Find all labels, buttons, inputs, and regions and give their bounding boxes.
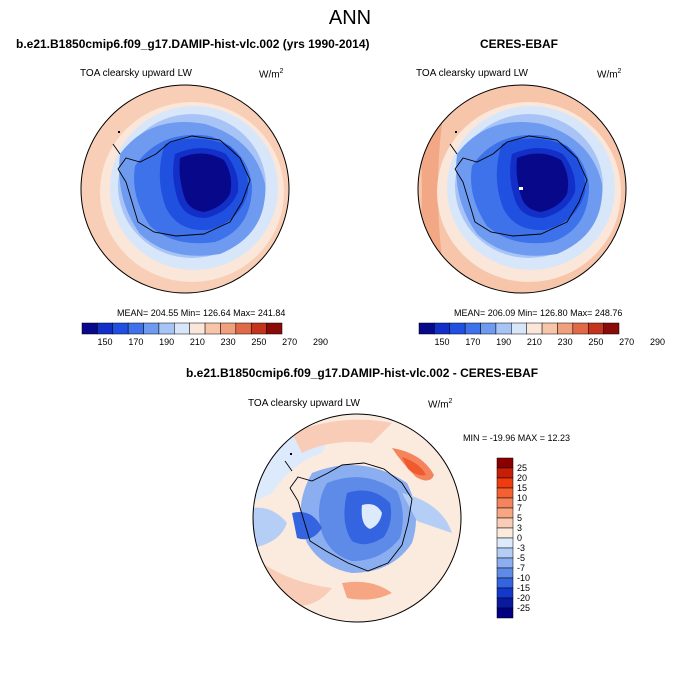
diff-variable-label: TOA clearsky upward LW (248, 398, 360, 409)
model-polar-map (80, 84, 290, 294)
diff-colorbar-tick-label: 10 (517, 493, 527, 503)
model-colorbar-swatch (189, 322, 206, 335)
diff-colorbar-swatch (496, 557, 514, 569)
model-colorbar-tick-label: 210 (190, 337, 205, 347)
diff-colorbar-swatch (496, 457, 514, 469)
model-colorbar-swatch (250, 322, 267, 335)
diff-colorbar-swatch (496, 527, 514, 539)
page-title: ANN (328, 7, 372, 29)
diff-colorbar-tick-label: 3 (517, 523, 522, 533)
model-colorbar-swatch (127, 322, 144, 335)
model-variable-label: TOA clearsky upward LW (80, 68, 192, 79)
obs-colorbar-tick-label: 230 (558, 337, 573, 347)
diff-colorbar-swatch (496, 587, 514, 599)
model-colorbar-swatch (81, 322, 98, 335)
model-colorbar-swatch (235, 322, 252, 335)
diff-colorbar-tick-label: -25 (517, 603, 530, 613)
obs-panel-header: CERES-EBAF (480, 37, 559, 51)
model-colorbar-swatch (112, 322, 129, 335)
diff-colorbar-swatch (496, 477, 514, 489)
diff-colorbar-tick-label: 5 (517, 513, 522, 523)
obs-colorbar-tick-label: 210 (527, 337, 542, 347)
model-colorbar-tick-label: 250 (251, 337, 266, 347)
obs-colorbar-swatch (418, 322, 435, 335)
diff-colorbar-swatch (496, 597, 514, 609)
model-colorbar-tick-label: 230 (221, 337, 236, 347)
obs-colorbar-swatch (526, 322, 543, 335)
diff-colorbar-swatch (496, 507, 514, 519)
diff-colorbar-swatch (496, 467, 514, 479)
obs-colorbar-tick-label: 250 (588, 337, 603, 347)
diff-colorbar-tick-label: -20 (517, 593, 530, 603)
obs-colorbar-swatch (464, 322, 481, 335)
diff-colorbar-tick-label: -5 (517, 553, 525, 563)
diff-panel-header: b.e21.B1850cmip6.f09_g17.DAMIP-hist-vlc.… (186, 366, 539, 380)
obs-colorbar-swatch (511, 322, 527, 335)
model-colorbar-swatch (158, 322, 175, 335)
obs-colorbar-tick-label: 170 (465, 337, 480, 347)
diff-polar-map (252, 413, 462, 623)
obs-colorbar-swatch (449, 322, 466, 335)
diff-colorbar-tick-label: 15 (517, 483, 527, 493)
obs-colorbar-swatch (495, 322, 512, 335)
diff-colorbar-swatch (496, 537, 514, 549)
model-stats-text: MEAN= 204.55 Min= 126.64 Max= 241.84 (117, 308, 286, 318)
obs-colorbar-swatch (557, 322, 574, 335)
diff-colorbar-tick-label: 7 (517, 503, 522, 513)
diff-colorbar-swatch (496, 487, 514, 499)
diff-colorbar-tick-label: -10 (517, 573, 530, 583)
obs-colorbar-swatch (587, 322, 604, 335)
diff-units-label: W/m2 (428, 398, 453, 411)
diff-colorbar-tick-label: 0 (517, 533, 522, 543)
model-panel-header: b.e21.B1850cmip6.f09_g17.DAMIP-hist-vlc.… (16, 37, 370, 51)
obs-units-label: W/m2 (597, 68, 622, 81)
diff-colorbar-swatch (496, 547, 514, 559)
model-colorbar-swatch (97, 322, 114, 335)
obs-colorbar-swatch (541, 322, 558, 335)
obs-colorbar-tick-label: 150 (435, 337, 450, 347)
diff-colorbar-swatch (496, 607, 514, 619)
model-colorbar-tick-label: 190 (159, 337, 174, 347)
model-colorbar-swatch (220, 322, 237, 335)
model-colorbar-swatch (204, 322, 221, 335)
diff-stats-text: MIN = -19.96 MAX = 12.23 (463, 433, 571, 443)
model-colorbar-tick-label: 270 (282, 337, 297, 347)
model-colorbar-swatch (174, 322, 190, 335)
model-colorbar-tick-label: 290 (313, 337, 328, 347)
obs-colorbar-swatch (480, 322, 497, 335)
diff-colorbar-tick-label: 25 (517, 463, 527, 473)
diff-colorbar-swatch (496, 567, 514, 579)
diff-colorbar-tick-label: -15 (517, 583, 530, 593)
model-colorbar-swatch (143, 322, 160, 335)
obs-stats-text: MEAN= 206.09 Min= 126.80 Max= 248.76 (454, 308, 623, 318)
obs-colorbar: 150 170 190 210 230 250 270 290 (418, 322, 665, 347)
diff-colorbar-tick-label: -3 (517, 543, 525, 553)
obs-polar-map (417, 84, 627, 294)
model-colorbar: 150 170 190 210 230 250 270 290 (81, 322, 328, 347)
diff-colorbar-swatch (496, 497, 514, 509)
obs-colorbar-tick-label: 290 (650, 337, 665, 347)
diff-colorbar-tick-label: -7 (517, 563, 525, 573)
obs-colorbar-swatch (603, 322, 620, 335)
model-colorbar-tick-label: 150 (98, 337, 113, 347)
diff-colorbar-swatch (496, 577, 514, 589)
model-units-label: W/m2 (259, 68, 284, 81)
model-colorbar-tick-label: 170 (128, 337, 143, 347)
obs-colorbar-tick-label: 190 (496, 337, 511, 347)
diff-colorbar-tick-label: 20 (517, 473, 527, 483)
model-colorbar-swatch (266, 322, 283, 335)
obs-variable-label: TOA clearsky upward LW (416, 68, 528, 79)
obs-colorbar-swatch (572, 322, 589, 335)
diff-colorbar-swatch (496, 517, 514, 529)
obs-colorbar-tick-label: 270 (619, 337, 634, 347)
obs-colorbar-swatch (434, 322, 451, 335)
